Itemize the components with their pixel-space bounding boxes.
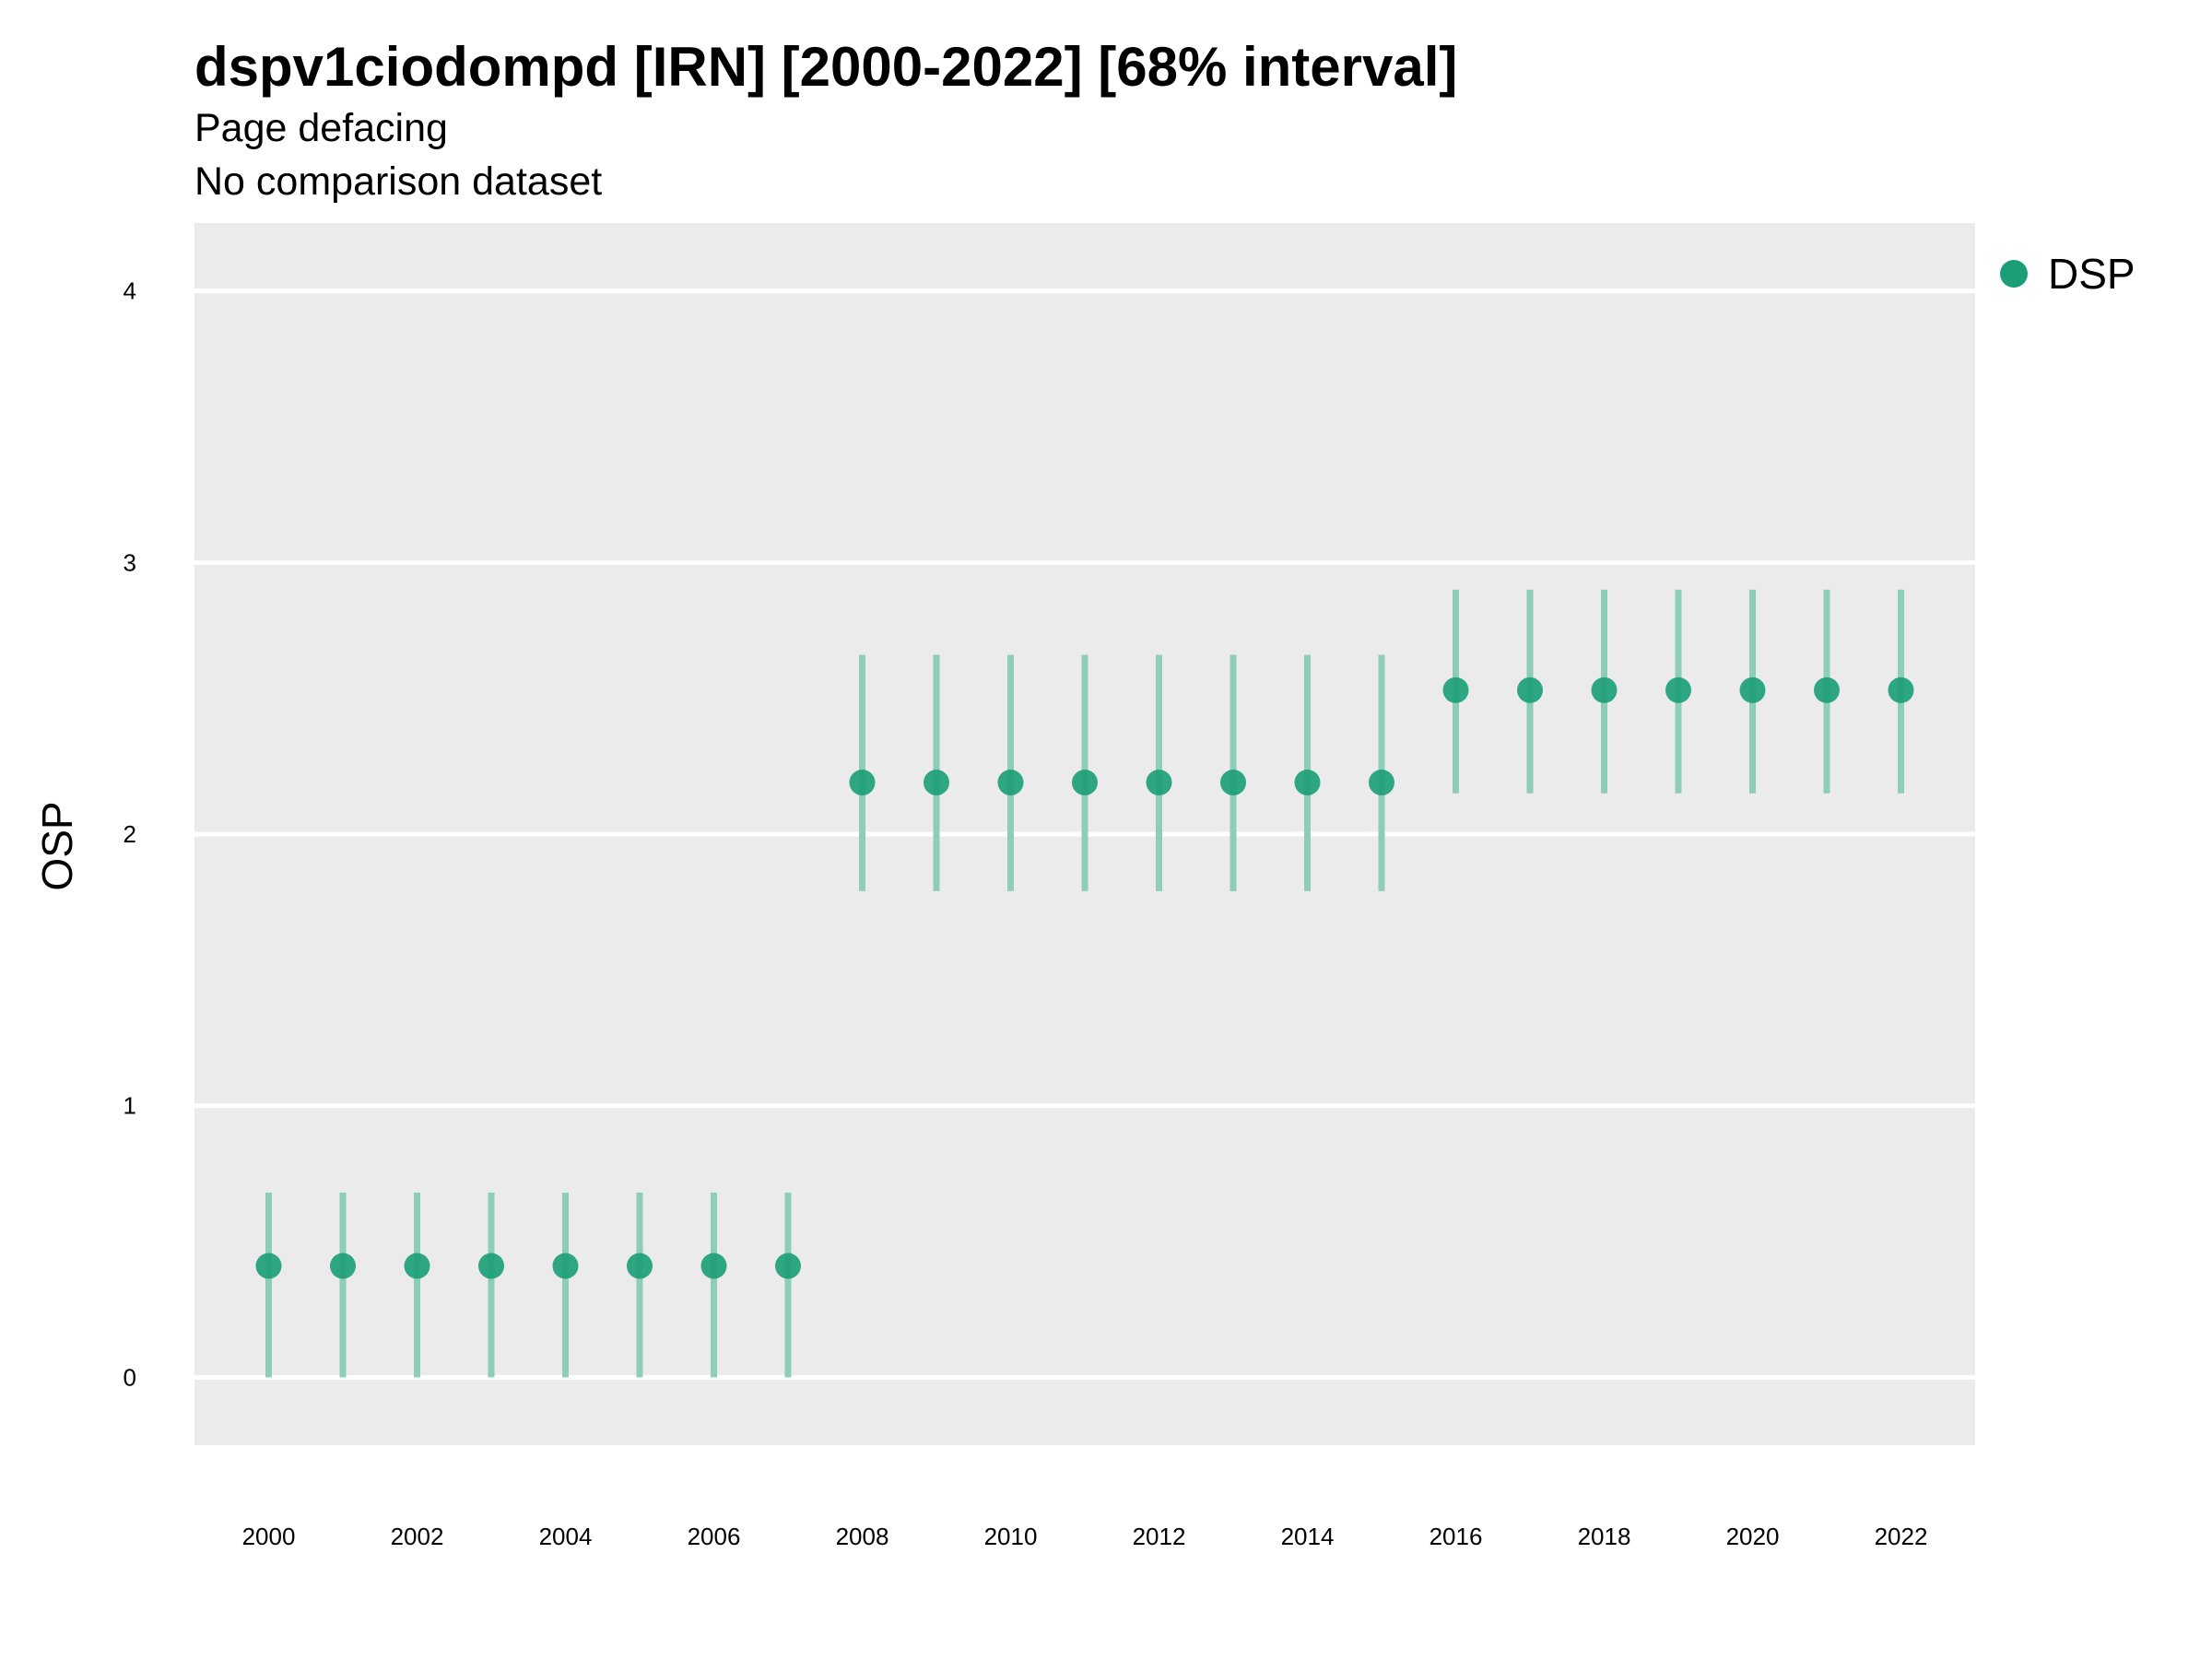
point-2018 <box>1591 677 1618 703</box>
x-tick-2002: 2002 <box>391 1523 444 1550</box>
point-2004 <box>552 1253 579 1279</box>
y-tick-4: 4 <box>124 277 136 305</box>
point-2007 <box>775 1253 801 1279</box>
x-tick-2010: 2010 <box>984 1523 1038 1550</box>
grid-lines <box>194 288 1975 1380</box>
point-2010 <box>997 770 1024 796</box>
x-tick-2004: 2004 <box>539 1523 593 1550</box>
x-tick-2018: 2018 <box>1578 1523 1631 1550</box>
point-2003 <box>478 1253 504 1279</box>
x-tick-2022: 2022 <box>1875 1523 1928 1550</box>
x-tick-2000: 2000 <box>242 1523 296 1550</box>
y-tick-1: 1 <box>124 1092 136 1120</box>
point-2020 <box>1739 677 1766 703</box>
y-tick-2: 2 <box>124 820 136 848</box>
point-2021 <box>1814 677 1840 703</box>
point-2001 <box>330 1253 356 1279</box>
point-2009 <box>924 770 949 796</box>
point-2015 <box>1369 770 1394 796</box>
x-tick-2008: 2008 <box>836 1523 889 1550</box>
x-tick-2020: 2020 <box>1726 1523 1780 1550</box>
y-tick-3: 3 <box>124 548 136 576</box>
y-tick-0: 0 <box>124 1363 136 1391</box>
point-2005 <box>627 1253 653 1279</box>
legend-label-dsp: DSP <box>2048 250 2136 298</box>
point-2019 <box>1665 677 1691 703</box>
y-tick-labels: 0 1 2 3 4 <box>124 277 136 1392</box>
point-2013 <box>1220 770 1246 796</box>
point-2022 <box>1888 677 1914 703</box>
point-2000 <box>255 1253 282 1279</box>
legend: DSP <box>2000 249 2136 299</box>
legend-swatch-dsp <box>2000 260 2028 288</box>
x-tick-2012: 2012 <box>1133 1523 1186 1550</box>
point-2012 <box>1146 770 1172 796</box>
point-2006 <box>700 1253 727 1279</box>
point-2008 <box>849 770 876 796</box>
x-tick-2014: 2014 <box>1281 1523 1335 1550</box>
x-tick-2006: 2006 <box>688 1523 741 1550</box>
chart-caption: No comparison dataset <box>194 159 603 204</box>
point-2016 <box>1442 677 1469 703</box>
x-tick-labels: 2000 2002 2004 2006 2008 2010 2012 2014 2016 2018… <box>242 1523 1928 1550</box>
point-2017 <box>1517 677 1543 703</box>
point-2011 <box>1072 770 1098 796</box>
point-2014 <box>1294 770 1321 796</box>
data-points <box>255 677 1914 1279</box>
y-axis-label: OSP <box>33 801 81 890</box>
x-tick-2016: 2016 <box>1430 1523 1483 1550</box>
chart-title: dspv1ciodompd [IRN] [2000-2022] [68% int… <box>194 36 1458 98</box>
point-2002 <box>404 1253 430 1279</box>
chart-subtitle: Page defacing <box>194 106 448 150</box>
